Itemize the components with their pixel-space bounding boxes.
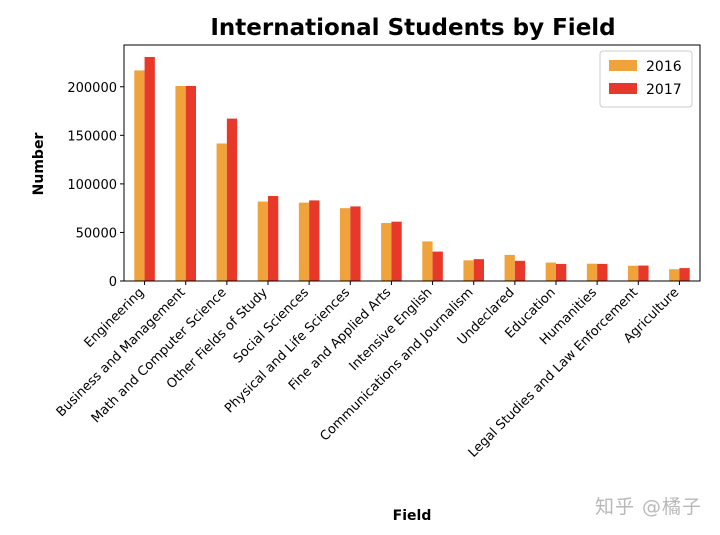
y-tick-label: 50000	[76, 226, 117, 241]
y-tick-label: 100000	[67, 178, 117, 193]
bar-2017-4	[268, 196, 279, 281]
plot-area: 050000100000150000200000EngineeringBusin…	[54, 44, 701, 461]
bar-2016-11	[545, 262, 556, 281]
x-axis-label: Field	[393, 508, 432, 524]
bar-2017-5	[309, 200, 320, 281]
legend-swatch-2016	[609, 60, 637, 71]
legend-label-2016: 2016	[646, 59, 682, 75]
bar-2017-6	[350, 206, 361, 281]
bar-2017-7	[391, 221, 402, 281]
legend-label-2017: 2017	[646, 82, 682, 98]
axes-frame	[123, 44, 701, 282]
bar-2017-10	[514, 260, 526, 281]
bar-2016-6	[340, 208, 351, 281]
bar-2016-7	[381, 223, 392, 281]
bar-2017-3	[226, 118, 238, 282]
bar-2016-9	[463, 260, 474, 281]
bar-2016-13	[628, 265, 639, 281]
y-tick-label: 150000	[67, 129, 117, 144]
bar-2016-3	[216, 143, 227, 281]
x-tick-label: Social Sciences	[231, 285, 312, 366]
bar-2017-14	[679, 268, 690, 281]
bar-2017-13	[638, 265, 649, 281]
bar-2016-10	[504, 254, 515, 281]
bar-2017-12	[597, 263, 608, 281]
y-tick-label: 200000	[67, 81, 117, 96]
bar-2016-12	[586, 263, 598, 281]
bar-2017-9	[473, 259, 484, 281]
legend-swatch-2017	[609, 83, 637, 94]
chart-title: International Students by Field	[210, 15, 615, 41]
bar-2016-1	[134, 70, 145, 281]
bar-2017-2	[185, 85, 196, 281]
bar-2016-5	[298, 202, 310, 281]
bar-2017-8	[432, 251, 443, 281]
bar-2017-1	[144, 56, 155, 281]
bar-2016-2	[175, 85, 186, 281]
bar-2016-14	[669, 269, 680, 281]
y-axis-label: Number	[31, 133, 47, 196]
watermark: 知乎 @橘子	[594, 496, 702, 518]
y-tick-label: 0	[109, 275, 117, 290]
bar-2016-8	[422, 241, 433, 281]
x-tick-label: Communications and Journalism	[317, 285, 476, 444]
bar-2016-4	[257, 201, 268, 281]
bar-2017-11	[556, 263, 567, 281]
